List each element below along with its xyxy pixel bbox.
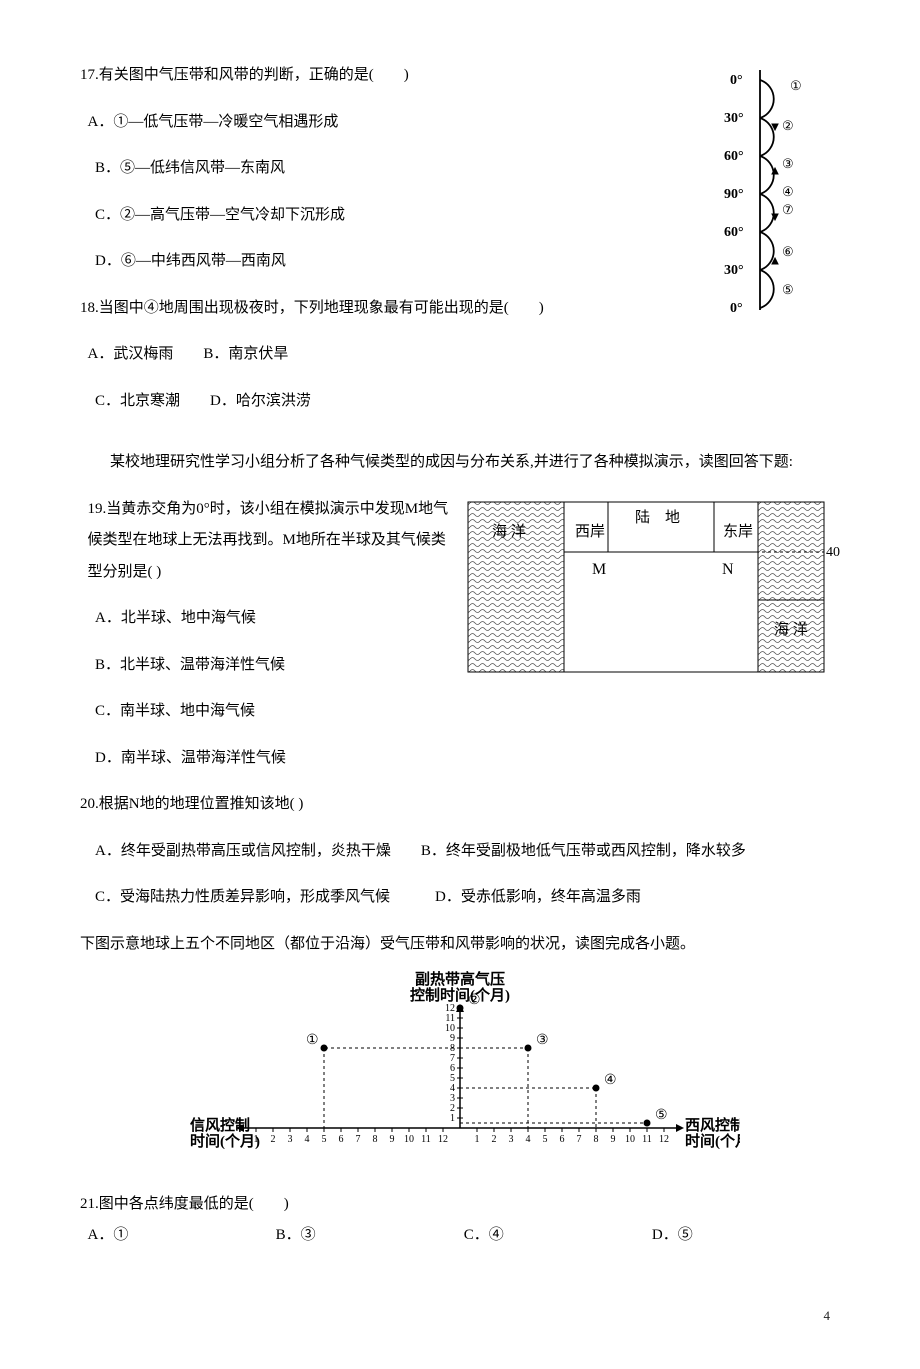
N-label: N xyxy=(722,561,734,578)
svg-text:②: ② xyxy=(468,993,481,1008)
svg-text:7: 7 xyxy=(577,1134,582,1145)
intro-1: 某校地理研究性学习小组分析了各种气候类型的成因与分布关系,并进行了各种模拟演示，… xyxy=(80,447,840,479)
M-label: M xyxy=(592,561,606,578)
west-coast-label: 西岸 xyxy=(575,523,605,540)
svg-text:8: 8 xyxy=(373,1134,378,1145)
svg-text:12: 12 xyxy=(438,1134,448,1145)
svg-text:3: 3 xyxy=(509,1134,514,1145)
svg-text:11: 11 xyxy=(445,1013,455,1024)
svg-text:9: 9 xyxy=(611,1134,616,1145)
label-5: ⑤ xyxy=(782,282,794,297)
svg-text:4: 4 xyxy=(450,1083,455,1094)
q18-options-cd: C．北京寒潮 D．哈尔滨洪涝 xyxy=(80,386,840,418)
svg-text:4: 4 xyxy=(526,1134,531,1145)
q20-row1: A．终年受副热带高压或信风控制，炎热干燥 B．终年受副极地低气压带或西风控制，降… xyxy=(80,836,840,868)
label-7: ⑦ xyxy=(782,202,794,217)
wind-belt-svg: 0° 30° 60° 90° 60° 30° 0° ① ② ③ ④ ⑦ ⑥ ⑤ xyxy=(690,60,840,320)
svg-text:7: 7 xyxy=(356,1134,361,1145)
pressure-chart-svg: 副热带高气压 控制时间(个月) 123456789101112 12111098… xyxy=(180,968,740,1168)
lat-60b: 60° xyxy=(724,225,744,240)
lat-90: 90° xyxy=(724,187,744,202)
q20-option-a: A．终年受副热带高压或信风控制，炎热干燥 xyxy=(95,843,391,859)
q21-option-b: B．③ xyxy=(276,1220,464,1252)
climate-model-svg: 海 洋 西岸 陆 地 东岸 M N 海 洋 40° xyxy=(460,494,840,684)
q20-option-c: C．受海陆热力性质差异影响，形成季风气候 xyxy=(95,889,390,905)
svg-text:7: 7 xyxy=(450,1053,455,1064)
question-21: 21.图中各点纬度最低的是( ) A．① B．③ C．④ D．⑤ xyxy=(80,1189,840,1252)
q20-stem: 20.根据N地的地理位置推知该地( ) xyxy=(80,789,840,821)
q18-option-d: D．哈尔滨洪涝 xyxy=(210,393,311,409)
q18-option-a: A．武汉梅雨 xyxy=(88,346,174,362)
q21-options: A．① B．③ C．④ D．⑤ xyxy=(80,1220,840,1252)
right-axis-1: 西风控制 xyxy=(685,1116,740,1134)
svg-text:8: 8 xyxy=(594,1134,599,1145)
q18-options-ab: A．武汉梅雨 B．南京伏旱 xyxy=(80,339,840,371)
svg-text:3: 3 xyxy=(288,1134,293,1145)
svg-text:12: 12 xyxy=(445,1003,455,1014)
chart-title-1: 副热带高气压 xyxy=(415,970,505,988)
svg-text:11: 11 xyxy=(421,1134,431,1145)
lat-label: 40° xyxy=(826,545,840,560)
lat-0b: 0° xyxy=(730,301,743,316)
q21-option-c: C．④ xyxy=(464,1220,652,1252)
svg-text:③: ③ xyxy=(536,1033,549,1048)
svg-text:5: 5 xyxy=(322,1134,327,1145)
land-label: 陆 地 xyxy=(635,509,680,526)
svg-text:6: 6 xyxy=(450,1063,455,1074)
right-axis-2: 时间(个月) xyxy=(685,1132,740,1150)
east-coast-label: 东岸 xyxy=(723,523,753,540)
svg-text:1: 1 xyxy=(450,1113,455,1124)
svg-text:12: 12 xyxy=(659,1134,669,1145)
label-3: ③ xyxy=(782,156,794,171)
svg-text:①: ① xyxy=(306,1033,319,1048)
svg-text:2: 2 xyxy=(492,1134,497,1145)
label-1: ① xyxy=(790,78,802,93)
svg-text:④: ④ xyxy=(604,1073,617,1088)
left-axis-2: 时间(个月) xyxy=(190,1132,260,1150)
svg-text:5: 5 xyxy=(450,1073,455,1084)
svg-text:1: 1 xyxy=(475,1134,480,1145)
svg-text:9: 9 xyxy=(390,1134,395,1145)
svg-text:10: 10 xyxy=(404,1134,414,1145)
q21-stem: 21.图中各点纬度最低的是( ) xyxy=(80,1189,840,1221)
label-4: ④ xyxy=(782,184,794,199)
svg-text:11: 11 xyxy=(642,1134,652,1145)
lat-60a: 60° xyxy=(724,149,744,164)
left-axis-1: 信风控制 xyxy=(190,1116,250,1134)
q18-option-c: C．北京寒潮 xyxy=(95,393,180,409)
left-sea-label: 海 洋 xyxy=(492,523,526,540)
svg-text:4: 4 xyxy=(305,1134,310,1145)
page-number: 4 xyxy=(80,1302,840,1329)
svg-text:3: 3 xyxy=(450,1093,455,1104)
svg-text:6: 6 xyxy=(339,1134,344,1145)
lat-30a: 30° xyxy=(724,111,744,126)
q18-option-b: B．南京伏旱 xyxy=(203,346,288,362)
q19-option-c: C．南半球、地中海气候 xyxy=(80,696,840,728)
q21-option-d: D．⑤ xyxy=(652,1220,840,1252)
label-2: ② xyxy=(782,118,794,133)
lat-0a: 0° xyxy=(730,73,743,88)
svg-text:6: 6 xyxy=(560,1134,565,1145)
lat-30b: 30° xyxy=(724,263,744,278)
svg-text:9: 9 xyxy=(450,1033,455,1044)
figure-1-wind-belts: 0° 30° 60° 90° 60° 30° 0° ① ② ③ ④ ⑦ ⑥ ⑤ xyxy=(690,60,840,333)
label-6: ⑥ xyxy=(782,244,794,259)
q20-row2: C．受海陆热力性质差异影响，形成季风气候 D．受赤低影响，终年高温多雨 xyxy=(80,882,840,914)
figure-2-climate-model: 海 洋 西岸 陆 地 东岸 M N 海 洋 40° xyxy=(460,494,840,697)
svg-text:10: 10 xyxy=(625,1134,635,1145)
q21-option-a: A．① xyxy=(88,1220,276,1252)
svg-text:⑤: ⑤ xyxy=(655,1108,668,1123)
intro-2: 下图示意地球上五个不同地区（都位于沿海）受气压带和风带影响的状况，读图完成各小题… xyxy=(80,929,840,961)
q19-option-d: D．南半球、温带海洋性气候 xyxy=(80,743,840,775)
q20-option-b: B．终年受副极地低气压带或西风控制，降水较多 xyxy=(421,843,746,859)
right-sea-label: 海 洋 xyxy=(774,621,808,638)
q20-option-d: D．受赤低影响，终年高温多雨 xyxy=(435,889,641,905)
figure-3-pressure-chart: 副热带高气压 控制时间(个月) 123456789101112 12111098… xyxy=(80,968,840,1181)
question-20: 20.根据N地的地理位置推知该地( ) A．终年受副热带高压或信风控制，炎热干燥… xyxy=(80,789,840,914)
chart-title-2: 控制时间(个月) xyxy=(410,986,510,1004)
svg-text:5: 5 xyxy=(543,1134,548,1145)
svg-text:2: 2 xyxy=(450,1103,455,1114)
svg-text:10: 10 xyxy=(445,1023,455,1034)
svg-text:2: 2 xyxy=(271,1134,276,1145)
